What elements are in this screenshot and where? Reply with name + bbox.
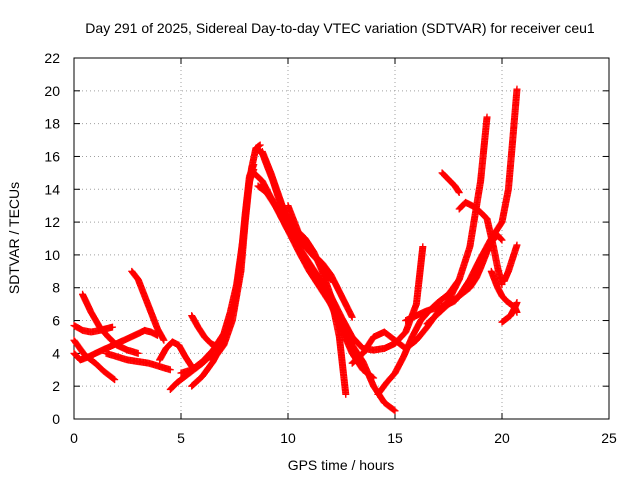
series-track-24 <box>455 198 506 288</box>
y-tick-label: 22 <box>44 50 60 66</box>
series-track-4 <box>79 290 142 357</box>
data-point <box>513 298 521 306</box>
series-track-12 <box>209 166 258 364</box>
data-marks <box>70 85 521 415</box>
data-point <box>327 276 335 284</box>
x-tick-label: 20 <box>494 430 510 446</box>
data-point <box>498 236 506 244</box>
y-tick-label: 14 <box>44 181 60 197</box>
data-point <box>134 349 142 357</box>
data-point <box>348 313 356 321</box>
y-tick-label: 20 <box>44 83 60 99</box>
series-track-6 <box>128 267 168 344</box>
y-tick-label: 18 <box>44 116 60 132</box>
series-track-23 <box>438 169 463 197</box>
y-axis-label: SDTVAR / TECUs <box>6 182 22 294</box>
x-tick-label: 0 <box>70 430 78 446</box>
y-tick-label: 16 <box>44 148 60 164</box>
data-point-interp <box>326 274 334 282</box>
x-tick-label: 25 <box>601 430 617 446</box>
data-point <box>513 241 521 249</box>
y-tick-label: 6 <box>52 313 60 329</box>
y-tick-label: 10 <box>44 247 60 263</box>
data-point <box>483 113 491 121</box>
x-axis-label: GPS time / hours <box>288 457 395 473</box>
x-tick-label: 15 <box>387 430 403 446</box>
data-point <box>513 85 521 93</box>
y-axis: 0 2 4 6 8 10 12 14 16 18 20 22 <box>44 50 609 427</box>
data-point-interp <box>497 235 505 243</box>
series-track-1 <box>70 326 161 364</box>
chart-title: Day 291 of 2025, Sidereal Day-to-day VTE… <box>85 20 595 36</box>
series-track-27 <box>500 241 521 285</box>
plot-frame <box>73 57 610 420</box>
series-track-8 <box>156 338 196 370</box>
y-tick-label: 8 <box>52 280 60 296</box>
y-tick-label: 4 <box>52 345 60 361</box>
x-tick-label: 10 <box>280 430 296 446</box>
series-track-3 <box>70 336 119 384</box>
data-point <box>111 376 119 384</box>
data-point <box>419 243 427 251</box>
data-point-interp <box>497 235 505 242</box>
data-point-interp <box>110 375 118 383</box>
data-point <box>391 407 399 415</box>
data-point <box>160 336 168 344</box>
series-track-26 <box>498 298 521 326</box>
data-point <box>166 366 174 374</box>
y-tick-label: 12 <box>44 214 60 230</box>
series-track-2 <box>70 321 117 336</box>
data-point <box>342 390 350 398</box>
series-track-17 <box>284 202 335 284</box>
y-tick-label: 2 <box>52 378 60 394</box>
series-track-15 <box>254 182 399 415</box>
data-point-interp <box>390 406 398 414</box>
x-axis: 0 5 10 15 20 25 <box>70 58 617 446</box>
data-point <box>109 323 117 331</box>
data-point <box>256 141 264 149</box>
x-tick-label: 5 <box>177 430 185 446</box>
y-tick-label: 0 <box>52 411 60 427</box>
series-track-20 <box>374 113 491 398</box>
data-point <box>455 189 463 197</box>
series-track-5 <box>102 349 174 374</box>
series-track-16 <box>258 148 356 321</box>
